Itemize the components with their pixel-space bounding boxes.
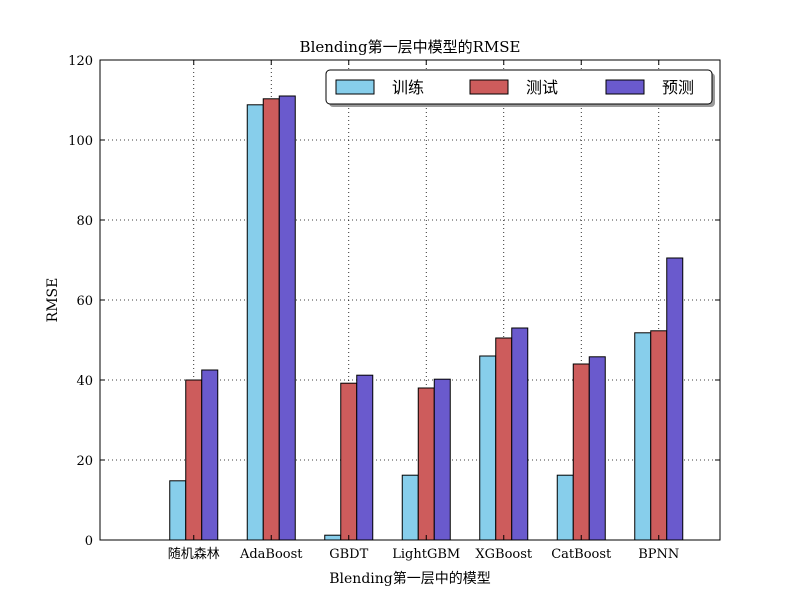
bar-test [572, 363, 590, 541]
bars [169, 95, 684, 541]
bar-test [417, 387, 435, 541]
x-tick-label: CatBoost [551, 547, 612, 562]
x-tick-label: AdaBoost [239, 547, 303, 562]
bar-predict [278, 95, 296, 541]
legend-swatch [605, 79, 645, 95]
y-tick-label: 100 [68, 134, 93, 149]
y-tick-label: 120 [68, 54, 93, 69]
legend-label: 训练 [392, 78, 424, 97]
y-tick-label: 40 [76, 374, 93, 389]
y-tick-label: 20 [76, 454, 93, 469]
legend: 训练 测试 预测 [325, 69, 715, 107]
y-tick-label: 0 [85, 534, 93, 549]
x-tick-label: LightGBM [392, 547, 460, 562]
y-axis-label: RMSE [45, 278, 61, 323]
bar-train [634, 332, 652, 541]
legend-label: 预测 [662, 78, 694, 97]
legend-swatch [335, 79, 375, 95]
x-tick-label: BPNN [638, 547, 679, 562]
bar-train [324, 534, 342, 541]
bar-test [340, 382, 358, 541]
legend-label: 测试 [526, 78, 558, 97]
legend-box [325, 69, 713, 105]
bar-test [185, 379, 203, 541]
y-tick-label: 60 [76, 294, 93, 309]
bar-predict [511, 327, 529, 541]
bar-predict [356, 374, 374, 541]
x-tick-label: XGBoost [475, 547, 533, 562]
bar-predict [666, 257, 684, 541]
x-tick-label: GBDT [329, 547, 368, 562]
bar-train [169, 480, 187, 541]
bar-predict [588, 356, 606, 541]
bar-train [479, 355, 497, 541]
bar-train [401, 474, 419, 541]
bar-test [495, 337, 513, 541]
y-axis: 0 20 40 60 80 100 120 [68, 54, 720, 549]
legend-swatch [469, 79, 509, 95]
bar-predict [433, 378, 451, 541]
y-tick-label: 80 [76, 214, 93, 229]
x-tick-label: 随机森林 [168, 547, 220, 562]
bar-test [650, 330, 668, 541]
chart-title: Blending第一层中模型的RMSE [300, 38, 521, 56]
bar-predict [201, 369, 219, 541]
bar-test [262, 98, 280, 541]
bar-train [556, 474, 574, 541]
x-axis: 随机森林 AdaBoost GBDT LightGBM XGBoost CatBoost B… [168, 60, 679, 562]
bar-train [246, 104, 264, 541]
x-axis-label: Blending第一层中的模型 [329, 570, 491, 587]
